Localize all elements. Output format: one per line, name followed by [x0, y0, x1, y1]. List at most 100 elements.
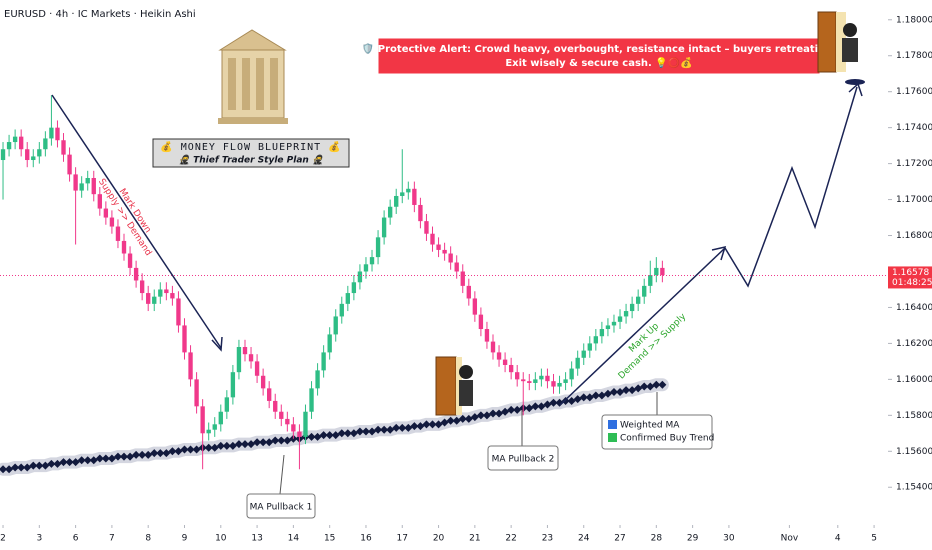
x-tick-label: 2 — [0, 534, 6, 544]
ma-point — [253, 438, 262, 447]
ma-point — [634, 384, 643, 393]
ma-point — [138, 450, 147, 459]
candle-body — [0, 149, 6, 161]
candle-body — [563, 379, 568, 383]
candle-body — [448, 253, 453, 263]
y-tick-label: 1.15800 — [896, 411, 932, 421]
ma-point — [495, 409, 504, 418]
ma-point — [41, 461, 50, 470]
candle-body — [587, 343, 592, 351]
candle-body — [648, 275, 653, 286]
ma-point — [228, 441, 237, 450]
legend-swatch — [608, 420, 617, 429]
blueprint-title: 💰 MONEY FLOW BLUEPRINT 💰 — [160, 140, 341, 153]
ma-point — [628, 386, 637, 395]
x-tick-label: 28 — [651, 534, 663, 544]
ma-point — [386, 425, 395, 434]
ma-point — [283, 436, 292, 445]
ma-point — [573, 395, 582, 404]
ma-point — [234, 440, 243, 449]
ma-point — [162, 449, 171, 458]
ma-point — [446, 416, 455, 425]
callout-text: MA Pullback 2 — [492, 455, 555, 465]
candle-body — [164, 289, 169, 294]
ma-point — [361, 427, 370, 436]
x-tick-label: 20 — [433, 534, 445, 544]
candle-body — [635, 296, 641, 304]
candle-body — [478, 314, 484, 330]
ma-point — [549, 398, 558, 407]
candle-body — [581, 350, 586, 358]
ma-point — [597, 391, 606, 400]
time-axis — [0, 525, 888, 550]
legend-label: Confirmed Buy Trend — [620, 434, 714, 444]
ma-point — [609, 387, 618, 396]
ma-point — [132, 450, 141, 459]
ma-point — [482, 411, 491, 420]
ma-point — [337, 429, 346, 438]
ma-point — [0, 465, 8, 474]
candle-body — [6, 142, 12, 150]
candle-body — [551, 381, 556, 387]
candle-body — [212, 424, 217, 430]
x-tick-label: 29 — [687, 534, 699, 544]
ma-point — [168, 447, 177, 456]
x-tick-label: 23 — [542, 534, 553, 544]
candle-body — [31, 156, 36, 161]
candle-body — [121, 240, 127, 254]
y-tick-label: 1.18000 — [896, 15, 932, 25]
candle-body — [254, 361, 260, 376]
candle-body — [490, 341, 496, 353]
ma-point — [144, 450, 153, 459]
ma-point — [47, 459, 56, 468]
alert-text: Exit wisely & secure cash. 💡⭕💰 — [505, 56, 692, 69]
candle-body — [115, 226, 121, 241]
candle-body — [127, 253, 133, 268]
ma-point — [622, 386, 631, 395]
ma-point — [543, 400, 552, 409]
ma-point — [646, 382, 655, 391]
candle-body — [248, 354, 254, 362]
target-marker — [845, 79, 865, 85]
candle-body — [521, 379, 526, 382]
candle-body — [460, 271, 465, 286]
ma-point — [603, 389, 612, 398]
y-tick-label: 1.17600 — [896, 87, 932, 97]
thief-door-icon — [817, 11, 858, 73]
ma-point — [422, 420, 431, 429]
blueprint-box — [152, 138, 350, 168]
chart-title: EURUSD · 4h · IC Markets · Heikin Ashi — [4, 9, 196, 20]
ma-point — [537, 402, 546, 411]
ma-point — [319, 431, 328, 440]
ma-point — [11, 463, 20, 472]
bank-illustration — [218, 29, 288, 124]
candle-body — [206, 429, 211, 434]
candle-body — [593, 336, 599, 344]
ma-point — [71, 458, 80, 467]
y-tick-label: 1.17800 — [896, 51, 932, 61]
ma-point — [513, 405, 522, 414]
candle-body — [387, 206, 393, 218]
ma-point — [428, 420, 437, 429]
x-tick-label: 21 — [469, 534, 480, 544]
candle-body — [369, 257, 375, 265]
candle-body — [91, 177, 96, 195]
candle-body — [545, 375, 550, 382]
candle-body — [345, 293, 350, 304]
mark-up-arrow — [559, 82, 863, 406]
candle-body — [194, 379, 199, 407]
ma-point — [204, 443, 213, 452]
candle-body — [309, 388, 314, 412]
ma-point — [585, 393, 594, 402]
candle-body — [599, 329, 605, 337]
ma-point — [77, 456, 86, 465]
candle-body — [436, 244, 441, 250]
ma-point — [410, 422, 419, 431]
y-tick-label: 1.17000 — [896, 195, 932, 205]
ma-point — [65, 458, 74, 467]
candle-body — [629, 303, 635, 312]
candle-body — [508, 364, 514, 373]
ma-point — [349, 429, 358, 438]
candle-body — [515, 372, 520, 380]
candle-body — [152, 296, 157, 304]
